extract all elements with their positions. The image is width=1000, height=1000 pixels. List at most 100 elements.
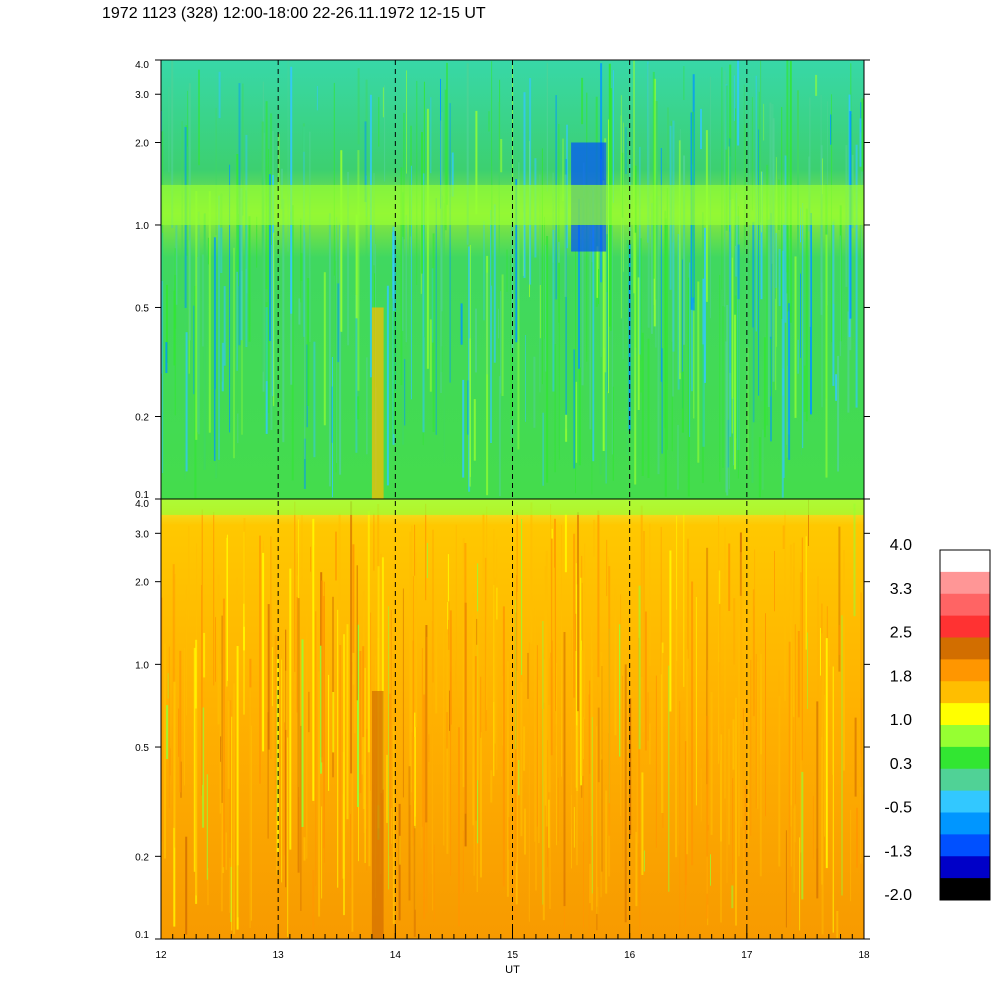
- texture-streak: [475, 308, 477, 373]
- texture-streak: [633, 60, 635, 294]
- texture-streak: [689, 262, 691, 437]
- texture-streak: [291, 205, 294, 481]
- texture-streak: [164, 643, 166, 859]
- texture-streak: [237, 413, 239, 444]
- texture-streak: [793, 695, 795, 893]
- texture-streak: [256, 216, 258, 268]
- texture-streak: [541, 148, 543, 385]
- texture-streak: [611, 225, 613, 455]
- texture-streak: [539, 285, 541, 339]
- texture-streak: [408, 766, 411, 901]
- texture-streak: [300, 253, 303, 281]
- texture-streak: [185, 836, 188, 935]
- colorbar-label: 3.3: [890, 581, 912, 598]
- texture-streak: [833, 219, 835, 304]
- texture-streak: [737, 244, 740, 300]
- texture-streak: [575, 250, 576, 494]
- texture-streak: [243, 603, 245, 651]
- texture-streak: [612, 386, 614, 481]
- texture-streak: [781, 250, 784, 498]
- texture-streak: [738, 613, 740, 857]
- texture-streak: [757, 661, 759, 809]
- texture-streak: [807, 632, 808, 710]
- texture-streak: [206, 868, 209, 906]
- texture-streak: [794, 256, 797, 418]
- texture-streak: [230, 866, 232, 922]
- texture-streak: [552, 229, 555, 392]
- texture-streak: [668, 665, 670, 892]
- texture-streak: [197, 257, 199, 433]
- colorbar-segment: [940, 790, 990, 813]
- texture-streak: [498, 376, 501, 497]
- texture-streak: [740, 552, 743, 828]
- texture-streak: [321, 580, 324, 763]
- texture-streak: [788, 303, 791, 460]
- texture-streak: [562, 138, 564, 202]
- texture-streak: [573, 807, 575, 848]
- texture-streak: [195, 191, 198, 440]
- texture-streak: [440, 120, 442, 393]
- texture-streak: [429, 319, 432, 392]
- texture-streak: [525, 335, 526, 422]
- texture-streak: [221, 615, 223, 803]
- texture-streak: [506, 661, 509, 897]
- texture-streak: [393, 311, 396, 435]
- texture-streak: [802, 203, 804, 449]
- texture-streak: [161, 597, 163, 842]
- texture-streak: [822, 158, 823, 194]
- x-tick-label: 18: [858, 950, 870, 961]
- texture-streak: [357, 150, 360, 391]
- texture-streak: [473, 399, 476, 461]
- texture-streak: [515, 599, 517, 750]
- texture-streak: [719, 275, 721, 482]
- texture-streak: [412, 640, 414, 838]
- texture-streak: [721, 67, 723, 290]
- texture-streak: [213, 512, 215, 686]
- texture-streak: [581, 650, 584, 776]
- texture-streak: [803, 365, 806, 412]
- colorbar-segment: [940, 593, 990, 617]
- texture-streak: [483, 220, 485, 321]
- texture-streak: [185, 332, 188, 472]
- texture-streak: [366, 728, 368, 871]
- texture-streak: [649, 723, 651, 765]
- texture-streak: [664, 218, 667, 497]
- texture-streak: [335, 260, 337, 473]
- x-tick-label: 12: [155, 950, 167, 961]
- texture-streak: [815, 74, 818, 96]
- texture-streak: [778, 670, 780, 851]
- y-tick-label: 0.5: [135, 743, 149, 754]
- texture-streak: [774, 550, 775, 612]
- texture-streak: [480, 676, 482, 738]
- texture-streak: [480, 732, 482, 878]
- texture-streak: [229, 700, 232, 843]
- texture-streak: [346, 624, 349, 820]
- texture-streak: [821, 633, 823, 885]
- texture-streak: [800, 288, 802, 455]
- texture-streak: [583, 759, 584, 929]
- texture-streak: [443, 203, 445, 463]
- texture-streak: [289, 568, 292, 850]
- texture-streak: [220, 227, 223, 273]
- texture-streak: [860, 592, 862, 755]
- texture-streak: [733, 397, 735, 466]
- texture-streak: [752, 222, 755, 423]
- texture-streak: [357, 624, 359, 807]
- texture-streak: [527, 652, 529, 699]
- texture-streak: [423, 694, 426, 920]
- texture-streak: [447, 602, 449, 630]
- texture-streak: [415, 590, 418, 728]
- texture-streak: [600, 754, 602, 898]
- texture-streak: [409, 531, 412, 806]
- texture-streak: [860, 698, 862, 913]
- texture-streak: [359, 651, 362, 794]
- texture-streak: [550, 503, 552, 653]
- texture-streak: [643, 850, 645, 872]
- texture-streak: [578, 367, 581, 466]
- texture-streak: [241, 189, 243, 271]
- texture-streak: [337, 283, 340, 363]
- texture-streak: [304, 232, 306, 459]
- texture-streak: [672, 120, 675, 352]
- texture-streak: [634, 232, 637, 485]
- texture-streak: [328, 213, 331, 487]
